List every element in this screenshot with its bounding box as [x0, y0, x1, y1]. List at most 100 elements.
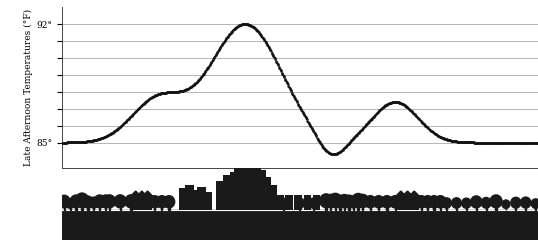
Polygon shape	[142, 191, 153, 197]
Bar	[505, 207, 506, 210]
Ellipse shape	[330, 196, 341, 208]
Bar	[476, 206, 477, 210]
Ellipse shape	[334, 196, 345, 208]
Bar	[421, 206, 422, 210]
Bar	[99, 206, 100, 210]
Ellipse shape	[416, 196, 427, 208]
Bar	[161, 206, 162, 210]
Ellipse shape	[512, 199, 520, 208]
Bar	[137, 197, 147, 210]
Bar	[344, 205, 345, 210]
Bar	[233, 165, 247, 210]
Ellipse shape	[435, 196, 446, 208]
Bar	[242, 149, 253, 210]
Ellipse shape	[70, 195, 82, 208]
Bar	[466, 206, 467, 210]
Bar	[440, 206, 441, 210]
Bar	[313, 195, 321, 210]
Bar	[249, 159, 260, 210]
Bar	[276, 195, 284, 210]
Polygon shape	[395, 191, 407, 197]
Bar	[191, 190, 200, 210]
Bar	[370, 206, 371, 210]
Bar	[230, 172, 238, 210]
Ellipse shape	[471, 197, 482, 208]
Bar	[525, 207, 526, 210]
Ellipse shape	[390, 196, 401, 208]
Bar	[303, 195, 312, 210]
Bar	[427, 206, 428, 210]
Bar	[75, 206, 77, 210]
Bar	[339, 206, 341, 210]
Ellipse shape	[164, 196, 175, 208]
Bar	[362, 205, 364, 210]
Ellipse shape	[373, 196, 384, 208]
Bar	[62, 210, 538, 240]
Bar	[358, 206, 359, 210]
Bar	[409, 197, 419, 210]
Bar	[515, 207, 516, 210]
Polygon shape	[130, 191, 141, 197]
Ellipse shape	[343, 196, 355, 208]
Ellipse shape	[422, 196, 434, 208]
Ellipse shape	[521, 198, 530, 208]
Bar	[179, 188, 188, 210]
Bar	[386, 206, 387, 210]
Bar	[203, 192, 212, 210]
Ellipse shape	[352, 194, 364, 208]
Ellipse shape	[461, 197, 472, 208]
Bar	[330, 206, 331, 210]
Ellipse shape	[531, 198, 538, 208]
Bar	[335, 206, 336, 210]
Bar	[81, 206, 83, 210]
Ellipse shape	[491, 198, 501, 208]
Bar	[285, 195, 293, 210]
Ellipse shape	[149, 196, 160, 208]
Ellipse shape	[441, 195, 452, 208]
Bar	[456, 207, 457, 210]
Bar	[434, 206, 435, 210]
Bar	[325, 205, 327, 210]
Ellipse shape	[156, 196, 167, 208]
Bar	[216, 181, 226, 210]
Ellipse shape	[125, 195, 137, 208]
Bar	[486, 206, 487, 210]
Ellipse shape	[348, 195, 360, 208]
Bar	[69, 205, 71, 210]
Ellipse shape	[76, 194, 88, 208]
Bar	[268, 185, 277, 210]
Ellipse shape	[338, 193, 351, 208]
Bar	[154, 206, 155, 210]
Bar	[378, 206, 379, 210]
Circle shape	[242, 145, 253, 147]
Bar	[130, 206, 132, 210]
Bar	[185, 185, 194, 210]
Ellipse shape	[428, 196, 440, 208]
Ellipse shape	[82, 195, 94, 208]
Ellipse shape	[103, 195, 116, 208]
Bar	[119, 206, 121, 210]
Bar	[313, 207, 314, 210]
Ellipse shape	[501, 198, 511, 208]
Bar	[396, 197, 406, 210]
Bar	[446, 206, 447, 210]
Bar	[495, 207, 497, 210]
Ellipse shape	[58, 194, 70, 208]
Bar	[256, 170, 266, 210]
Bar	[535, 207, 536, 210]
Bar	[87, 206, 89, 210]
Ellipse shape	[452, 199, 461, 208]
Ellipse shape	[365, 196, 376, 208]
Ellipse shape	[100, 196, 111, 208]
Ellipse shape	[87, 194, 100, 208]
Ellipse shape	[95, 197, 105, 208]
Bar	[403, 197, 412, 210]
Bar	[262, 177, 271, 210]
Ellipse shape	[309, 198, 318, 208]
Ellipse shape	[295, 198, 305, 208]
Polygon shape	[408, 191, 420, 197]
Bar	[223, 175, 232, 210]
Ellipse shape	[63, 192, 77, 208]
Bar	[168, 206, 169, 210]
Bar	[353, 206, 354, 210]
